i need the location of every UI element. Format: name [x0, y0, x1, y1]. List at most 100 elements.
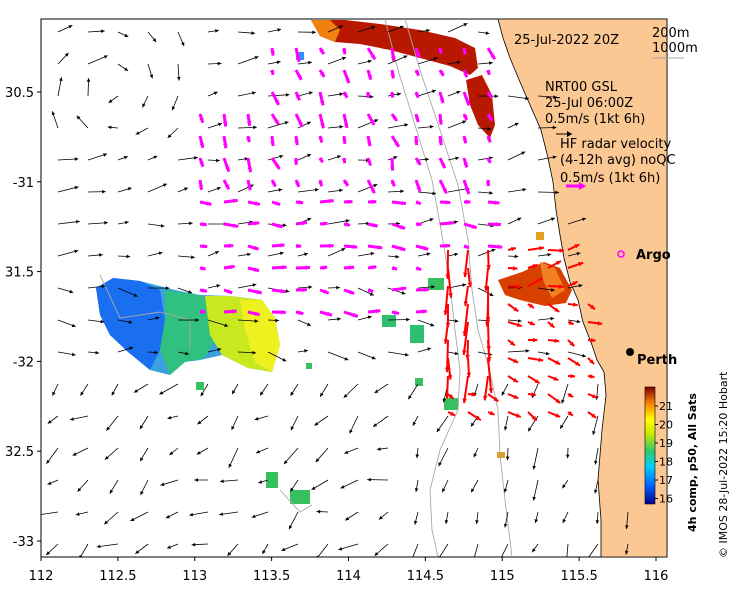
glider-arrow-head	[200, 265, 206, 271]
glider-arrow-head	[497, 244, 503, 250]
model-arrow-head	[276, 60, 281, 65]
model-arrow-head	[188, 290, 193, 294]
model-arrow-head	[128, 320, 133, 324]
glider-arrow-head	[256, 289, 262, 295]
model-arrow-head	[532, 548, 536, 553]
glider-arrow-head	[370, 54, 376, 60]
model-arrow-head	[594, 460, 598, 465]
glider-arrow-head	[392, 115, 397, 121]
glider-arrow-head	[349, 265, 355, 270]
radar-arrow-head	[575, 361, 581, 366]
model-arrow-head	[442, 488, 446, 493]
model-arrow-head	[585, 558, 589, 562]
glider-arrow-head	[415, 52, 421, 58]
model-arrow-head	[289, 525, 293, 530]
model-arrow-head	[349, 429, 353, 434]
radar-arrow-head	[510, 246, 516, 252]
glider-arrow-head	[390, 73, 395, 79]
model-arrow-head	[217, 61, 222, 66]
lat-tick-label: -33	[13, 535, 34, 550]
model-arrow-head	[278, 188, 283, 192]
glider-arrow-head	[343, 123, 349, 128]
model-arrow-head	[316, 555, 319, 557]
model-arrow-head	[532, 465, 537, 470]
model-arrow-head	[180, 42, 185, 47]
glider-arrow-head	[486, 157, 491, 163]
model-arrow-head	[338, 25, 343, 29]
model-arrow-head	[72, 452, 77, 456]
glider-arrow-head	[297, 74, 302, 80]
lon-tick-label: 114.5	[407, 569, 444, 584]
model-arrow-head	[578, 284, 583, 288]
model-arrow-head	[165, 514, 170, 519]
model-arrow-head	[191, 542, 196, 547]
model-arrow-head	[152, 38, 157, 42]
latitude-axis: 30.5 -31 31.5 -32 32.5 -33	[5, 86, 41, 550]
bathymetry-contours	[99, 19, 513, 557]
model-arrow-head	[177, 76, 181, 81]
model-arrow-head	[71, 352, 76, 357]
model-arrow-head	[371, 356, 376, 360]
glider-arrow-head	[352, 244, 358, 250]
glider-arrow-head	[199, 117, 204, 123]
model-arrow-head	[96, 544, 101, 549]
model-arrow-head	[427, 347, 432, 351]
model-arrow-head	[370, 251, 375, 256]
model-arrow-head	[514, 122, 519, 127]
model-arrow-head	[77, 487, 82, 492]
glider-arrow-head	[400, 246, 406, 251]
glider-velocity-arrows	[198, 47, 503, 318]
model-arrow-head	[160, 223, 165, 228]
model-arrow-head	[369, 292, 374, 296]
glider-arrow-head	[390, 56, 396, 61]
glider-arrow-head	[341, 158, 347, 164]
model-arrow-head	[95, 350, 100, 355]
radar-arrow-head	[590, 304, 596, 310]
model-arrow-head	[431, 285, 435, 289]
glider-arrow-head	[416, 266, 422, 271]
model-arrow-head	[528, 427, 532, 432]
radar-arrow	[447, 267, 453, 298]
model-arrow-head	[397, 92, 401, 97]
model-arrow-head	[290, 426, 295, 431]
glider-arrow-head	[247, 167, 253, 173]
radar-arrow-head	[554, 338, 560, 344]
glider-arrow-head	[227, 289, 233, 294]
model-arrow-head	[462, 120, 467, 124]
model-arrow-head	[595, 520, 600, 524]
model-arrow-head	[124, 220, 129, 225]
radar-arrow	[446, 339, 449, 373]
glider-arrow-head	[389, 92, 395, 98]
radar-arrow-head	[448, 293, 453, 298]
model-arrow-head	[194, 478, 198, 482]
model-arrow-head	[215, 251, 220, 255]
radar-arrow-head	[589, 374, 595, 379]
glider-arrow-head	[246, 137, 251, 143]
model-arrow-head	[133, 293, 138, 297]
perth-label: Perth	[637, 353, 677, 368]
radar-arrow-head	[516, 322, 522, 328]
model-arrow-head	[503, 426, 508, 431]
model-arrow-head	[59, 77, 63, 82]
radar-arrow-head	[531, 392, 536, 397]
model-arrow-head	[625, 525, 629, 530]
model-arrow-head	[404, 123, 409, 127]
model-arrow-head	[111, 391, 116, 396]
model-arrow-head	[404, 352, 409, 357]
glider-arrow-head	[229, 264, 235, 270]
model-arrow-head	[101, 284, 106, 289]
model-arrow-head	[408, 395, 412, 400]
radar-arrow-head	[509, 340, 515, 346]
radar-arrow-head	[532, 337, 538, 343]
glider-arrow-head	[254, 267, 260, 272]
model-arrow-head	[256, 449, 261, 454]
glider-arrow-head	[228, 243, 234, 249]
model-arrow-head	[400, 189, 404, 194]
model-arrow-head	[279, 251, 284, 256]
glider-arrow-head	[233, 198, 238, 204]
model-arrow-head	[103, 55, 108, 59]
glider-legend-scale: 0.5m/s (1kt 6h)	[545, 112, 645, 127]
lon-tick-label: 115	[490, 569, 515, 584]
glider-arrow-head	[246, 121, 252, 126]
